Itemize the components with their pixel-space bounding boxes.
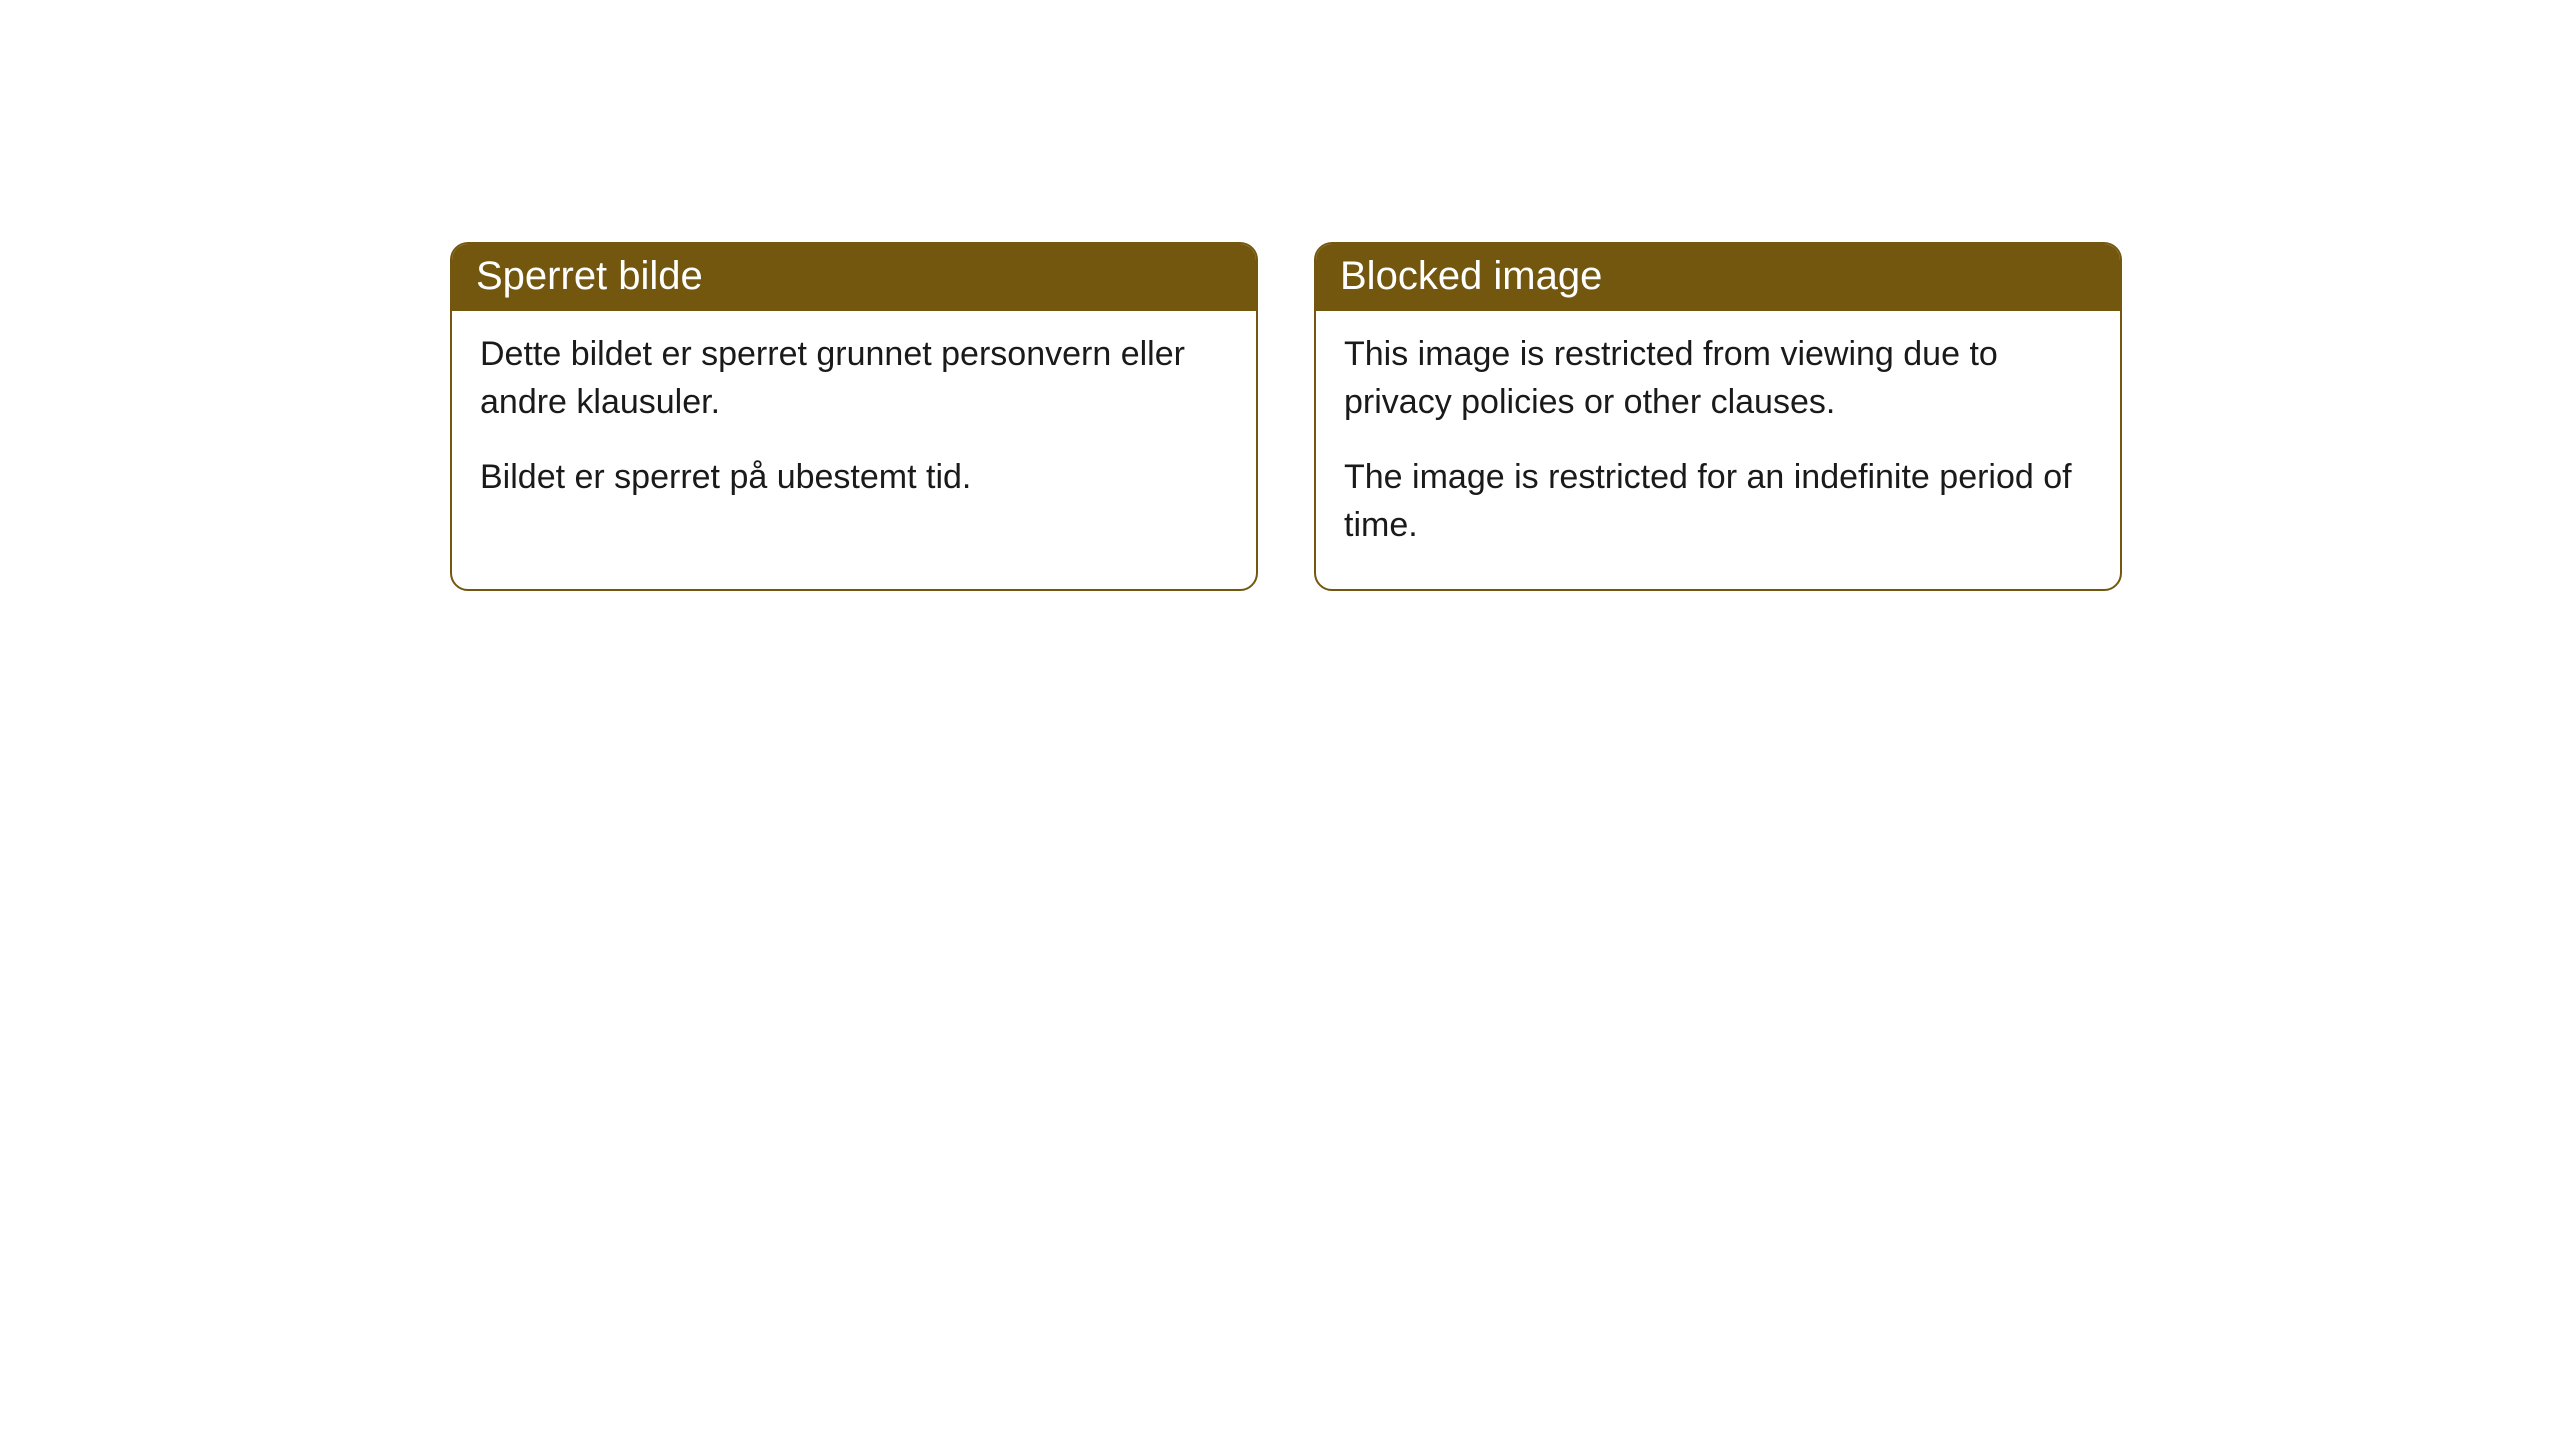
card-paragraph: The image is restricted for an indefinit… [1344,454,2092,549]
card-header: Sperret bilde [452,244,1256,311]
card-body: Dette bildet er sperret grunnet personve… [452,311,1256,542]
notice-card-english: Blocked image This image is restricted f… [1314,242,2122,591]
card-title: Blocked image [1340,254,1602,298]
notice-container: Sperret bilde Dette bildet er sperret gr… [450,242,2122,591]
card-header: Blocked image [1316,244,2120,311]
card-body: This image is restricted from viewing du… [1316,311,2120,589]
card-paragraph: Dette bildet er sperret grunnet personve… [480,331,1228,426]
card-paragraph: This image is restricted from viewing du… [1344,331,2092,426]
notice-card-norwegian: Sperret bilde Dette bildet er sperret gr… [450,242,1258,591]
card-paragraph: Bildet er sperret på ubestemt tid. [480,454,1228,502]
card-title: Sperret bilde [476,254,703,298]
